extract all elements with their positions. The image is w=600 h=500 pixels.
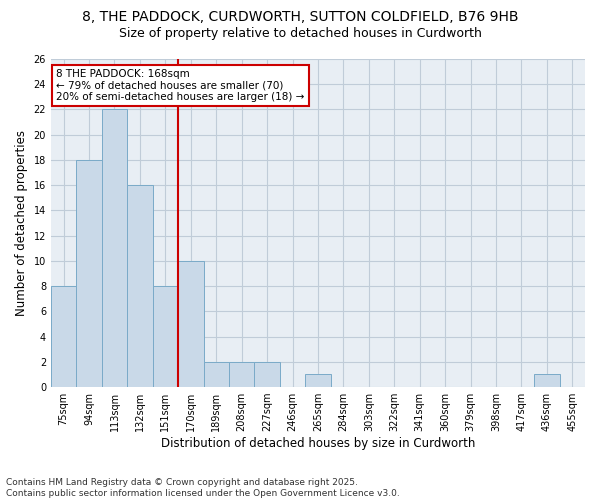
Bar xyxy=(127,185,152,387)
Text: Size of property relative to detached houses in Curdworth: Size of property relative to detached ho… xyxy=(119,28,481,40)
Bar xyxy=(51,286,76,387)
Bar xyxy=(102,110,127,387)
Y-axis label: Number of detached properties: Number of detached properties xyxy=(15,130,28,316)
Bar xyxy=(76,160,102,387)
Bar xyxy=(229,362,254,387)
Text: 8 THE PADDOCK: 168sqm
← 79% of detached houses are smaller (70)
20% of semi-deta: 8 THE PADDOCK: 168sqm ← 79% of detached … xyxy=(56,69,305,102)
Bar xyxy=(305,374,331,387)
Bar xyxy=(203,362,229,387)
Bar xyxy=(178,261,203,387)
Bar xyxy=(254,362,280,387)
Bar xyxy=(534,374,560,387)
Text: Contains HM Land Registry data © Crown copyright and database right 2025.
Contai: Contains HM Land Registry data © Crown c… xyxy=(6,478,400,498)
Bar xyxy=(152,286,178,387)
Text: 8, THE PADDOCK, CURDWORTH, SUTTON COLDFIELD, B76 9HB: 8, THE PADDOCK, CURDWORTH, SUTTON COLDFI… xyxy=(82,10,518,24)
X-axis label: Distribution of detached houses by size in Curdworth: Distribution of detached houses by size … xyxy=(161,437,475,450)
